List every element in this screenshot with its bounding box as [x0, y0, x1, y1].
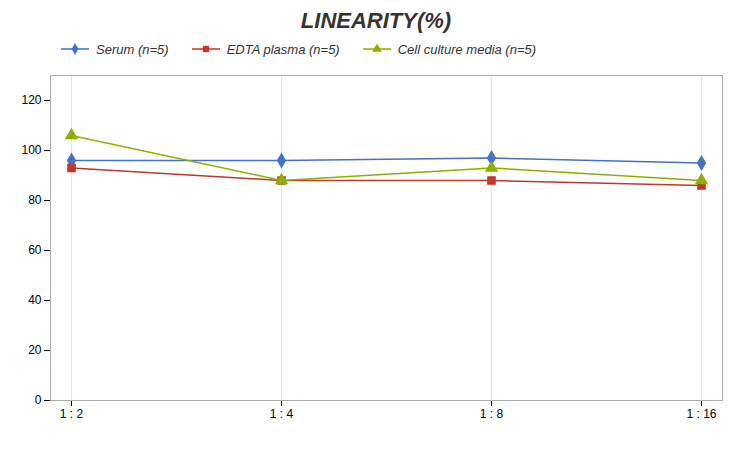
html-text:LINEARITY(%): LINEARITY(%): [300, 8, 452, 33]
svg-text:40: 40: [28, 293, 42, 307]
svg-text:80: 80: [28, 193, 42, 207]
svg-text:1 : 8: 1 : 8: [480, 407, 504, 421]
svg-text:100: 100: [21, 143, 41, 157]
html-text:EDTA plasma (n=5): EDTA plasma (n=5): [226, 41, 340, 57]
svg-text:1 : 2: 1 : 2: [60, 407, 84, 421]
html-text:Cell culture media (n=5): Cell culture media (n=5): [397, 41, 537, 57]
html-text:Serum (n=5): Serum (n=5): [96, 41, 169, 57]
svg-text:20: 20: [28, 343, 42, 357]
svg-text:1 : 16: 1 : 16: [686, 407, 716, 421]
svg-text:1 : 4: 1 : 4: [270, 407, 294, 421]
svg-text:0: 0: [35, 393, 42, 407]
svg-text:60: 60: [28, 243, 42, 257]
svg-text:120: 120: [21, 93, 41, 107]
